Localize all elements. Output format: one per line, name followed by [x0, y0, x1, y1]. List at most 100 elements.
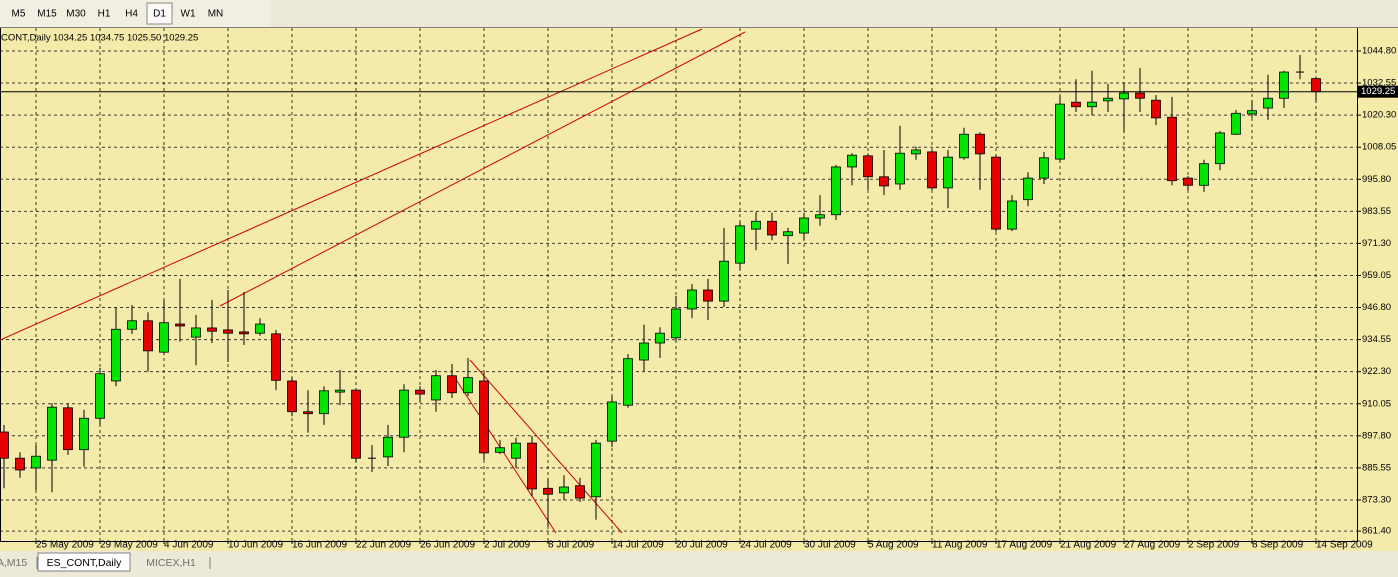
timeframe-label[interactable]: MN [208, 9, 224, 20]
candle-body [911, 149, 921, 155]
candle-body [1279, 71, 1289, 99]
candle-body [335, 389, 345, 393]
candle-body [671, 308, 681, 339]
timeframe-label[interactable]: M30 [66, 9, 86, 20]
candle-body [1103, 97, 1113, 102]
candle-body [1039, 157, 1049, 179]
timeframe-button[interactable] [146, 2, 173, 25]
candle-body [15, 457, 25, 471]
candle-body [351, 389, 361, 459]
timeframe-label[interactable]: D1 [153, 9, 166, 20]
candle-body [703, 289, 713, 302]
candle-body [607, 401, 617, 442]
x-tick-label: 11 Aug 2009 [932, 540, 988, 551]
candle-body [719, 260, 729, 302]
candle-body [175, 323, 185, 327]
y-tick-label: 1020.30 [1362, 110, 1396, 121]
candle-body [31, 455, 41, 469]
trend-line [454, 377, 557, 534]
candle-body [1119, 92, 1129, 100]
candle-body [623, 358, 633, 406]
candle-body [735, 225, 745, 264]
candle-body [655, 332, 665, 344]
candle-body [959, 133, 969, 159]
y-tick-label: 959.05 [1362, 270, 1391, 281]
candle-body [575, 485, 585, 499]
last-price-label: 1029.25 [1361, 86, 1395, 97]
y-tick-label: 934.55 [1362, 334, 1391, 345]
candle-body [639, 342, 649, 361]
tab-label[interactable]: ES_CONT,Daily [47, 557, 122, 569]
timeframe-label[interactable]: H1 [98, 9, 111, 20]
candle-body [463, 377, 473, 394]
candle-body [847, 154, 857, 168]
candle-body [1055, 103, 1065, 160]
chart-ohlc: 1034.25 1034.75 1025.50 1029.25 [53, 33, 198, 44]
timeframe-label[interactable]: H4 [125, 9, 138, 20]
candle-body [319, 390, 329, 415]
y-tick-label: 897.80 [1362, 430, 1391, 441]
candle-body [1311, 78, 1321, 93]
candle-body [287, 380, 297, 413]
candle-body [95, 373, 105, 419]
tab[interactable] [37, 552, 131, 572]
candle-body [255, 323, 265, 334]
candle-body [415, 389, 425, 395]
x-tick-label: 26 Jun 2009 [420, 540, 475, 551]
candle-body [543, 487, 553, 495]
candle-body [1247, 110, 1257, 115]
toolbar [0, 0, 270, 27]
candle-body [159, 322, 169, 353]
candle-body [831, 166, 841, 216]
trend-line [219, 31, 746, 307]
candle-body [895, 152, 905, 185]
candle-body [1023, 177, 1033, 201]
candle-body [1071, 101, 1081, 108]
y-tick-label: 995.80 [1362, 174, 1391, 185]
candle-body [479, 380, 489, 454]
x-tick-label: 27 Aug 2009 [1124, 540, 1181, 551]
candle-body [863, 155, 873, 178]
y-tick-label: 971.30 [1362, 238, 1391, 249]
candle-body [1199, 163, 1209, 186]
candle-body [0, 431, 9, 459]
timeframe-label[interactable]: M5 [12, 9, 26, 20]
y-tick-label: 1032.55 [1362, 78, 1396, 89]
timeframe-label[interactable]: M15 [37, 9, 57, 20]
y-tick-label: 873.30 [1362, 494, 1391, 505]
candle-body [1263, 97, 1273, 109]
timeframe-label[interactable]: W1 [181, 9, 196, 20]
last-price-tag [1358, 85, 1398, 98]
candle-body [511, 442, 521, 459]
candle-body [591, 442, 601, 498]
tab-label[interactable]: MICEX,H1 [146, 557, 196, 569]
candle-body [559, 486, 569, 494]
x-tick-label: 25 May 2009 [36, 540, 94, 551]
y-tick-label: 1008.05 [1362, 142, 1396, 153]
candle-body [239, 331, 249, 335]
x-tick-label: 10 Jun 2009 [228, 540, 283, 551]
candle-body [79, 417, 89, 451]
candle-body [975, 133, 985, 155]
candle-body [271, 333, 281, 381]
candle-body [815, 214, 825, 219]
y-tick-label: 910.05 [1362, 398, 1391, 409]
x-tick-label: 29 May 2009 [100, 540, 158, 551]
candle-body [63, 407, 73, 451]
candle-body [1183, 177, 1193, 186]
trend-line [0, 28, 703, 341]
candle-body [879, 176, 889, 187]
candle-body [767, 220, 777, 236]
x-tick-label: 14 Sep 2009 [1316, 540, 1373, 551]
candle-body [687, 289, 697, 310]
x-tick-label: 20 Jul 2009 [676, 540, 728, 551]
candle-body [223, 329, 233, 334]
candle-body [783, 231, 793, 237]
candle-body [111, 328, 121, 382]
x-tick-label: 17 Aug 2009 [996, 540, 1053, 551]
candle-body [751, 220, 761, 230]
candle-body [1087, 101, 1097, 108]
tab-label[interactable]: A,M15 [0, 557, 27, 569]
candle-body [303, 411, 313, 415]
candle-body [927, 151, 937, 189]
